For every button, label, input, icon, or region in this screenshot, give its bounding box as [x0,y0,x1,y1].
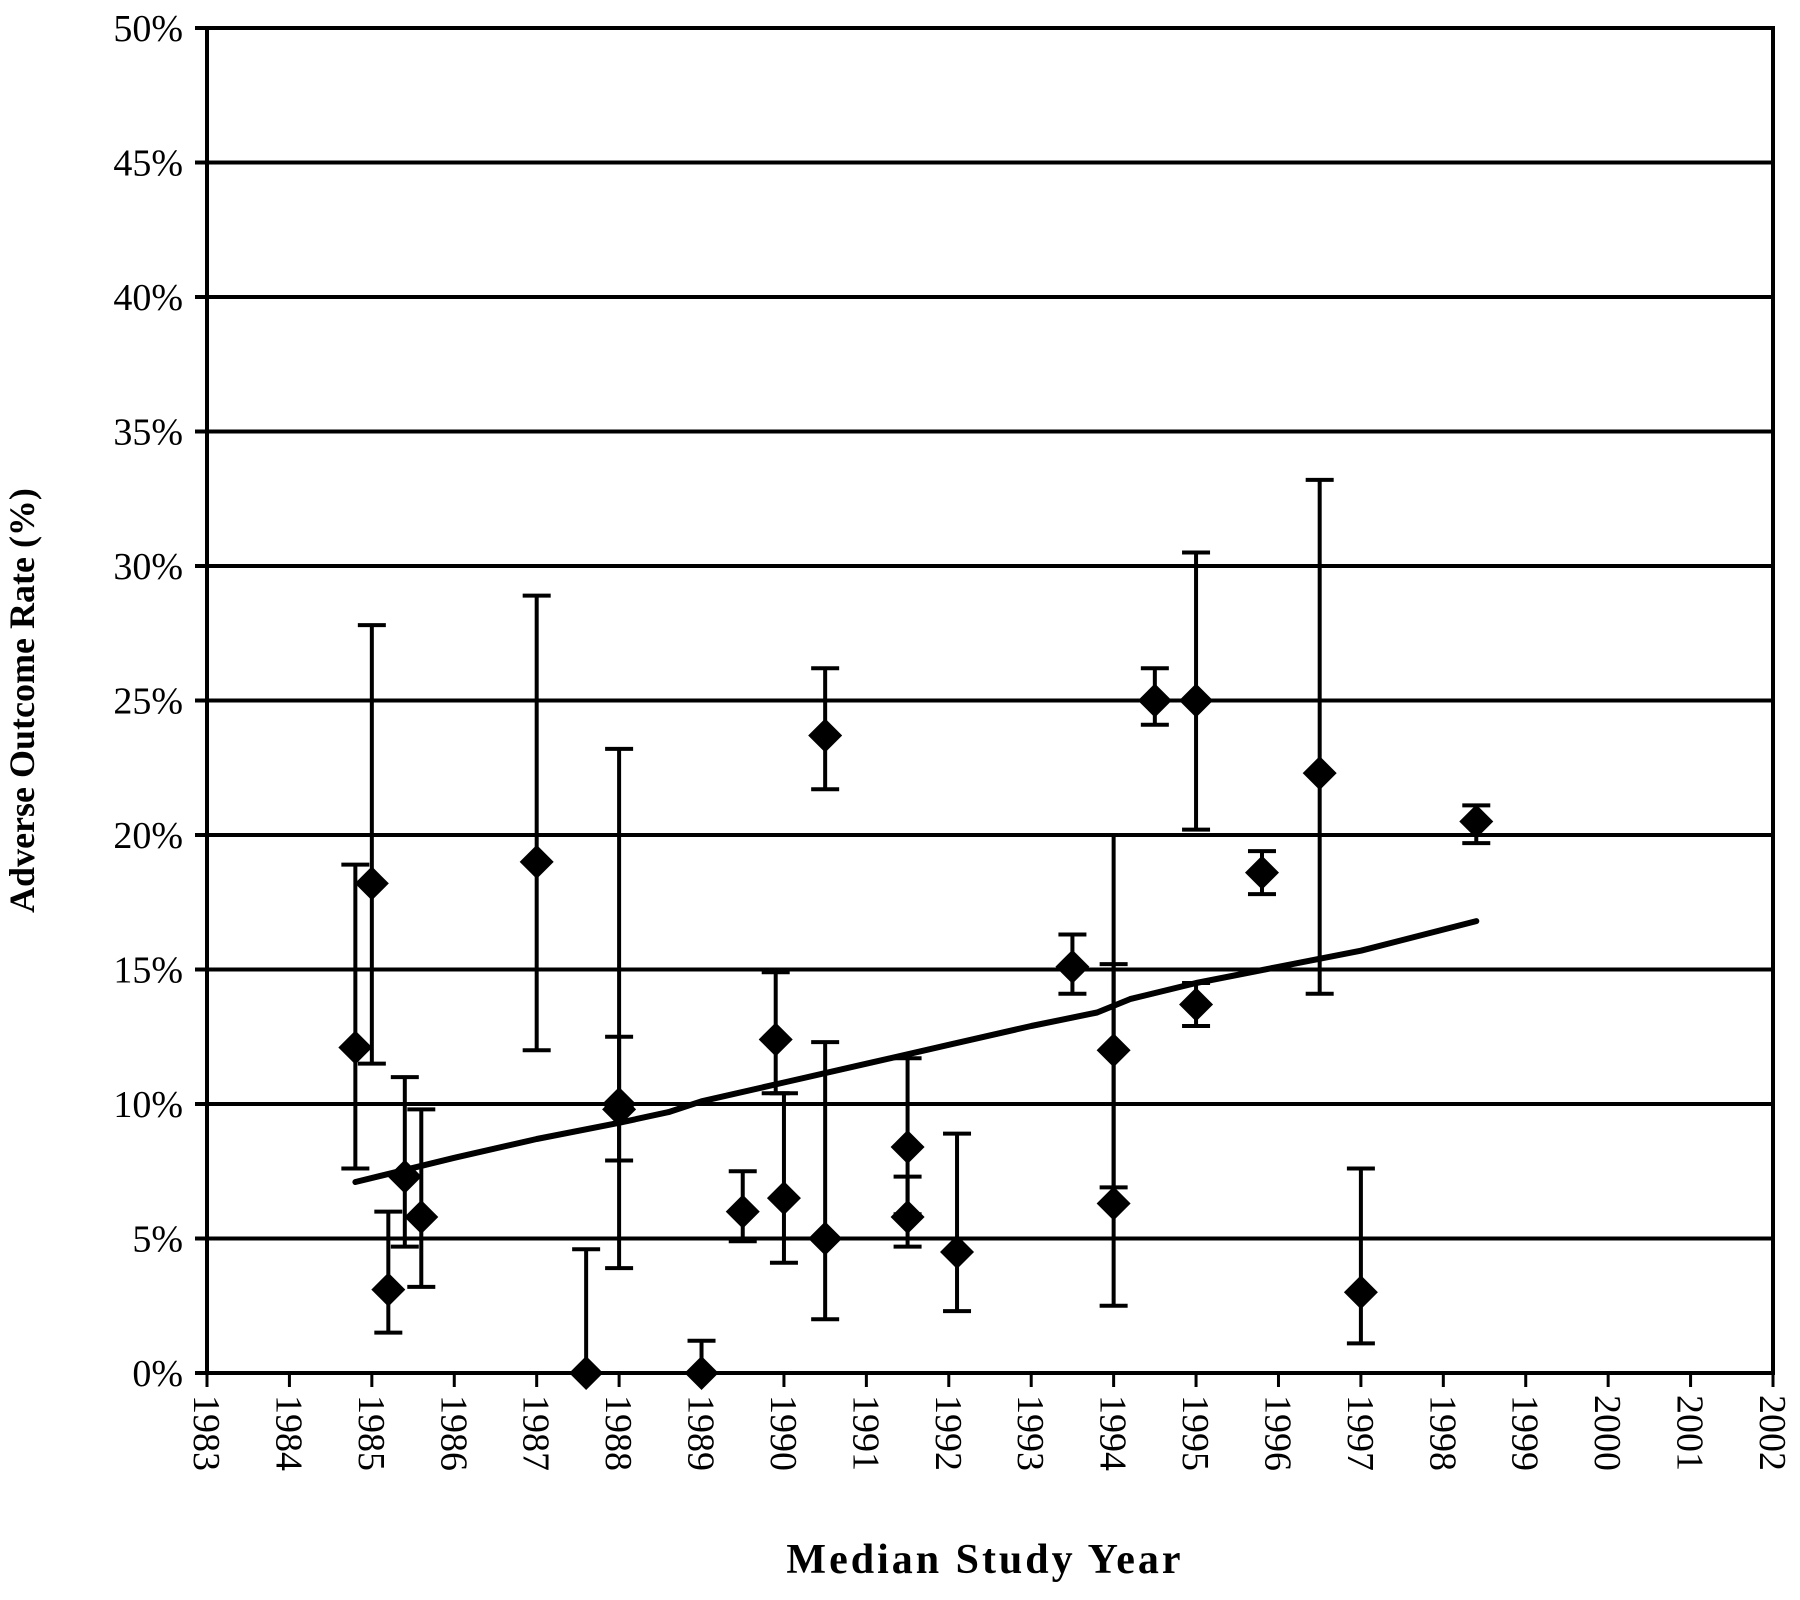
data-point-marker [725,1194,760,1229]
x-tick-label: 1987 [515,1395,557,1471]
x-tick-label: 1989 [680,1395,722,1471]
data-point-marker [1055,949,1090,984]
x-tick-label: 2001 [1669,1395,1711,1471]
error-bar [522,593,551,1053]
data-point-marker [371,1272,406,1307]
data-point-marker [1459,804,1494,839]
x-tick-label: 1990 [762,1395,804,1471]
data-point-marker [684,1356,719,1390]
y-tick-label: 35% [113,412,183,454]
error-bar [605,746,634,1271]
data-point-marker [940,1234,975,1269]
data-point-marker [1179,683,1214,718]
data-markers [338,683,1494,1390]
data-point-marker [519,844,554,879]
x-tick-label: 2002 [1751,1395,1793,1471]
x-tick-label: 1983 [185,1395,227,1471]
data-point-marker [1244,855,1279,890]
y-tick-labels: 0% 5% 10% 15% 20% 25% 30% 35% 40% 45% 50% [113,8,183,1395]
x-tick-label: 1997 [1339,1395,1381,1471]
error-bars [341,477,1491,1375]
x-tick-label: 1984 [267,1395,309,1471]
x-tick-labels: 1983 1984 1985 1986 1987 1988 1989 1990 1991 1992… [185,1395,1793,1471]
y-tick-label: 15% [113,950,183,992]
error-bar [811,1040,840,1322]
x-tick-label: 1995 [1174,1395,1216,1471]
x-tick-label: 1998 [1421,1395,1463,1471]
y-tick-label: 20% [113,815,183,857]
trend-line [352,918,1480,1185]
y-tick-label: 5% [132,1219,183,1261]
data-point-marker [1179,987,1214,1022]
y-tick-label: 0% [132,1353,183,1395]
error-bar [1346,1166,1375,1346]
x-tick-label: 1985 [350,1395,392,1471]
x-tick-label: 1999 [1504,1395,1546,1471]
x-tick-label: 1992 [927,1395,969,1471]
data-point-marker [890,1130,925,1165]
x-tick-label: 2000 [1586,1395,1628,1471]
data-point-marker [1096,1033,1131,1068]
data-point-marker [1096,1186,1131,1221]
error-bar [374,1209,403,1335]
y-tick-label: 50% [113,8,183,50]
data-point-marker [387,1159,422,1194]
data-point-marker [338,1030,373,1065]
data-point-marker [404,1199,439,1234]
x-tick-label: 1986 [432,1395,474,1471]
error-bar [341,862,370,1171]
x-axis-title: Median Study Year [786,1537,1183,1583]
y-tick-label: 10% [113,1084,183,1126]
data-point-marker [808,1221,843,1256]
data-point-marker [1302,756,1337,791]
data-point-marker [1343,1275,1378,1310]
data-point-marker [758,1022,793,1057]
x-tick-label: 1996 [1256,1395,1298,1471]
error-bar [769,1091,798,1265]
y-axis-title: Adverse Outcome Rate (%) [2,488,42,913]
y-tick-label: 45% [113,143,183,185]
plot-area-frame [205,26,1775,1375]
y-tick-label: 40% [113,277,183,319]
x-tick-label: 1991 [844,1395,886,1471]
data-point-marker [1137,683,1172,718]
error-bar [357,623,386,1066]
error-bar [407,1107,436,1289]
error-bar [1099,962,1128,1308]
error-bar [943,1131,972,1314]
x-tick-label: 1988 [597,1395,639,1471]
data-point-marker [569,1356,604,1390]
x-ticks [205,1373,1775,1387]
data-point-marker [808,718,843,753]
data-point-marker [890,1199,925,1234]
x-tick-label: 1994 [1092,1395,1134,1471]
data-point-marker [602,1092,637,1127]
x-tick-label: 1993 [1009,1395,1051,1471]
y-tick-label: 25% [113,681,183,723]
data-point-marker [354,866,389,901]
error-bar [1305,477,1334,996]
y-tick-label: 30% [113,546,183,588]
data-point-marker [766,1181,801,1216]
